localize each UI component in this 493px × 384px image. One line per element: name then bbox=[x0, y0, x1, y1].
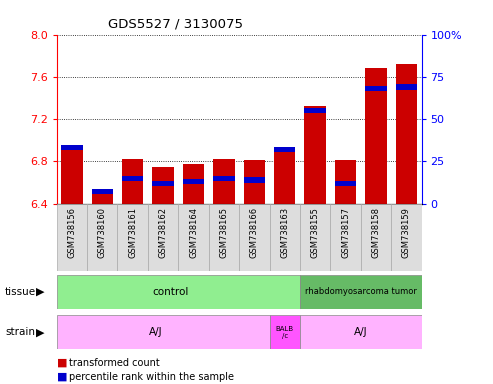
Text: GDS5527 / 3130075: GDS5527 / 3130075 bbox=[108, 17, 244, 30]
Bar bbox=[270, 315, 300, 349]
Bar bbox=[274, 147, 295, 204]
Bar bbox=[209, 204, 239, 271]
Bar bbox=[117, 204, 148, 271]
Bar bbox=[61, 147, 82, 204]
Bar bbox=[57, 315, 270, 349]
Bar bbox=[274, 147, 295, 152]
Bar bbox=[57, 275, 300, 309]
Text: A/J: A/J bbox=[354, 327, 367, 337]
Text: GSM738162: GSM738162 bbox=[159, 207, 168, 258]
Text: GSM738160: GSM738160 bbox=[98, 207, 107, 258]
Bar bbox=[396, 64, 417, 204]
Text: GSM738161: GSM738161 bbox=[128, 207, 137, 258]
Bar bbox=[213, 175, 235, 181]
Bar bbox=[305, 106, 326, 204]
Bar bbox=[391, 204, 422, 271]
Bar bbox=[122, 175, 143, 181]
Bar bbox=[178, 204, 209, 271]
Bar bbox=[270, 204, 300, 271]
Text: GSM738163: GSM738163 bbox=[280, 207, 289, 258]
Bar bbox=[239, 204, 270, 271]
Text: tissue: tissue bbox=[5, 287, 36, 297]
Bar bbox=[87, 204, 117, 271]
Bar bbox=[92, 189, 113, 194]
Bar bbox=[365, 86, 387, 91]
Text: ▶: ▶ bbox=[36, 287, 44, 297]
Text: GSM738164: GSM738164 bbox=[189, 207, 198, 258]
Bar bbox=[61, 145, 82, 151]
Bar bbox=[122, 159, 143, 204]
Text: GSM738159: GSM738159 bbox=[402, 207, 411, 258]
Text: ▶: ▶ bbox=[36, 327, 44, 337]
Bar bbox=[335, 160, 356, 204]
Bar bbox=[213, 159, 235, 204]
Bar bbox=[335, 180, 356, 186]
Bar bbox=[244, 177, 265, 182]
Bar bbox=[365, 68, 387, 204]
Bar bbox=[330, 204, 361, 271]
Text: strain: strain bbox=[5, 327, 35, 337]
Text: ■: ■ bbox=[57, 358, 67, 368]
Bar bbox=[361, 204, 391, 271]
Bar bbox=[152, 167, 174, 204]
Text: rhabdomyosarcoma tumor: rhabdomyosarcoma tumor bbox=[305, 287, 417, 296]
Text: percentile rank within the sample: percentile rank within the sample bbox=[69, 372, 234, 382]
Text: BALB
/c: BALB /c bbox=[276, 326, 294, 339]
Bar bbox=[148, 204, 178, 271]
Bar bbox=[183, 164, 204, 204]
Text: GSM738165: GSM738165 bbox=[219, 207, 228, 258]
Bar bbox=[300, 204, 330, 271]
Text: A/J: A/J bbox=[149, 327, 162, 337]
Text: GSM738156: GSM738156 bbox=[68, 207, 76, 258]
Bar bbox=[57, 204, 87, 271]
Bar bbox=[92, 193, 113, 204]
Text: transformed count: transformed count bbox=[69, 358, 160, 368]
Bar bbox=[300, 315, 422, 349]
Text: GSM738157: GSM738157 bbox=[341, 207, 350, 258]
Bar bbox=[244, 160, 265, 204]
Bar bbox=[300, 275, 422, 309]
Bar bbox=[152, 180, 174, 186]
Bar bbox=[396, 84, 417, 89]
Text: GSM738158: GSM738158 bbox=[371, 207, 381, 258]
Text: control: control bbox=[152, 287, 189, 297]
Text: ■: ■ bbox=[57, 372, 67, 382]
Bar bbox=[183, 179, 204, 184]
Text: GSM738155: GSM738155 bbox=[311, 207, 319, 258]
Bar bbox=[305, 108, 326, 113]
Text: GSM738166: GSM738166 bbox=[250, 207, 259, 258]
